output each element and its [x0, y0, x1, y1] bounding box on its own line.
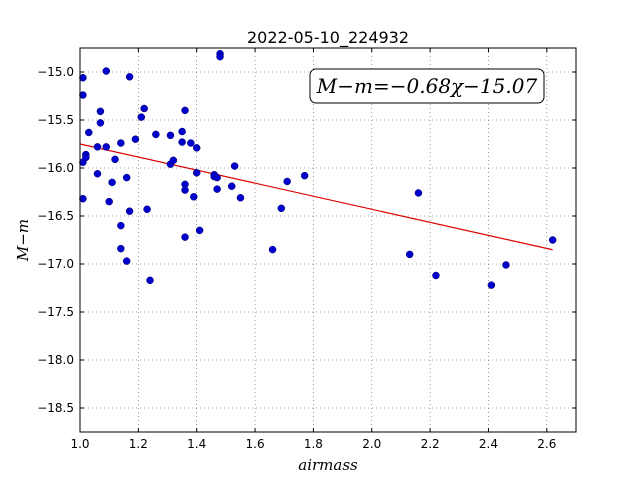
data-point	[125, 73, 134, 81]
data-point	[190, 193, 198, 201]
data-point	[268, 245, 277, 254]
data-point	[146, 276, 154, 285]
y-tick-label: −16.5	[37, 209, 74, 223]
data-point	[548, 236, 557, 244]
data-point	[166, 131, 175, 140]
grid-layer	[79, 48, 576, 432]
y-tick-label: −17.0	[37, 257, 74, 271]
data-point	[79, 74, 87, 82]
data-point	[122, 257, 131, 265]
x-tick-label: 1.6	[246, 437, 265, 451]
data-point	[195, 226, 204, 235]
data-point	[140, 104, 148, 113]
data-point	[300, 171, 309, 180]
x-tick-label: 2.6	[537, 437, 556, 451]
y-tick-label: −15.5	[37, 113, 74, 127]
data-point	[181, 186, 189, 194]
data-point	[502, 261, 510, 269]
data-point	[227, 182, 236, 190]
x-tick-label: 2.0	[362, 437, 381, 451]
data-point	[187, 139, 195, 147]
data-point	[82, 153, 90, 162]
chart-title: 2022-05-10_224932	[247, 28, 409, 48]
data-point	[192, 144, 201, 152]
data-point	[181, 106, 189, 115]
x-axis-label: airmass	[298, 456, 358, 474]
data-point	[96, 107, 105, 116]
data-point	[169, 156, 178, 165]
data-point	[85, 128, 93, 137]
data-point	[122, 173, 131, 182]
x-tick-label: 1.4	[187, 437, 206, 451]
fit-layer	[79, 143, 553, 251]
data-point	[277, 204, 286, 213]
y-tick-label: −15.0	[37, 65, 74, 79]
data-point	[192, 169, 201, 177]
data-point	[230, 162, 239, 170]
x-tick-label: 1.8	[304, 437, 323, 451]
data-point	[93, 170, 102, 178]
fit-annotation: M−m=−0.68χ−15.07	[309, 68, 545, 104]
y-axis-label: M−m	[14, 219, 32, 262]
x-tick-label: 1.0	[70, 437, 89, 451]
data-point	[125, 207, 134, 215]
data-point	[111, 155, 119, 164]
data-point	[414, 189, 423, 197]
data-point	[117, 221, 125, 230]
y-tick-label: −16.0	[37, 161, 74, 175]
points-layer	[79, 50, 557, 289]
annotation-text: M−m=−0.68χ−15.07	[316, 74, 538, 98]
x-tick-label: 2.2	[421, 437, 440, 451]
data-point	[178, 127, 186, 136]
data-point	[178, 138, 186, 146]
data-point	[102, 143, 111, 151]
data-point	[131, 135, 140, 143]
plot-frame	[79, 47, 577, 433]
data-point	[405, 250, 414, 259]
data-point	[137, 113, 146, 121]
ticks-layer: 1.0 1.2 1.4 1.6 1.8 2.0 2.2 2.4 2.6 −15.0 −15.5 −16…	[37, 48, 576, 451]
data-point	[117, 244, 125, 253]
x-tick-label: 2.4	[479, 437, 498, 451]
data-point	[487, 281, 496, 289]
data-point	[213, 173, 221, 182]
data-point	[236, 194, 245, 202]
data-point	[213, 185, 221, 193]
data-point	[79, 91, 87, 99]
y-tick-label: −17.5	[37, 305, 74, 319]
data-point	[105, 197, 113, 206]
data-point	[108, 178, 116, 187]
data-point	[283, 177, 291, 186]
data-point	[79, 194, 87, 203]
annotation-box	[309, 68, 545, 104]
data-point	[216, 52, 224, 61]
data-point	[152, 130, 160, 139]
data-point	[102, 67, 111, 75]
y-tick-label: −18.0	[37, 353, 74, 367]
data-point	[432, 271, 440, 280]
data-point	[181, 233, 189, 241]
y-tick-label: −18.5	[37, 401, 74, 415]
data-point	[93, 143, 102, 151]
data-point	[96, 119, 105, 127]
data-point	[117, 139, 125, 147]
fit-line	[79, 143, 553, 251]
data-point	[143, 205, 151, 214]
x-tick-label: 1.2	[129, 437, 148, 451]
